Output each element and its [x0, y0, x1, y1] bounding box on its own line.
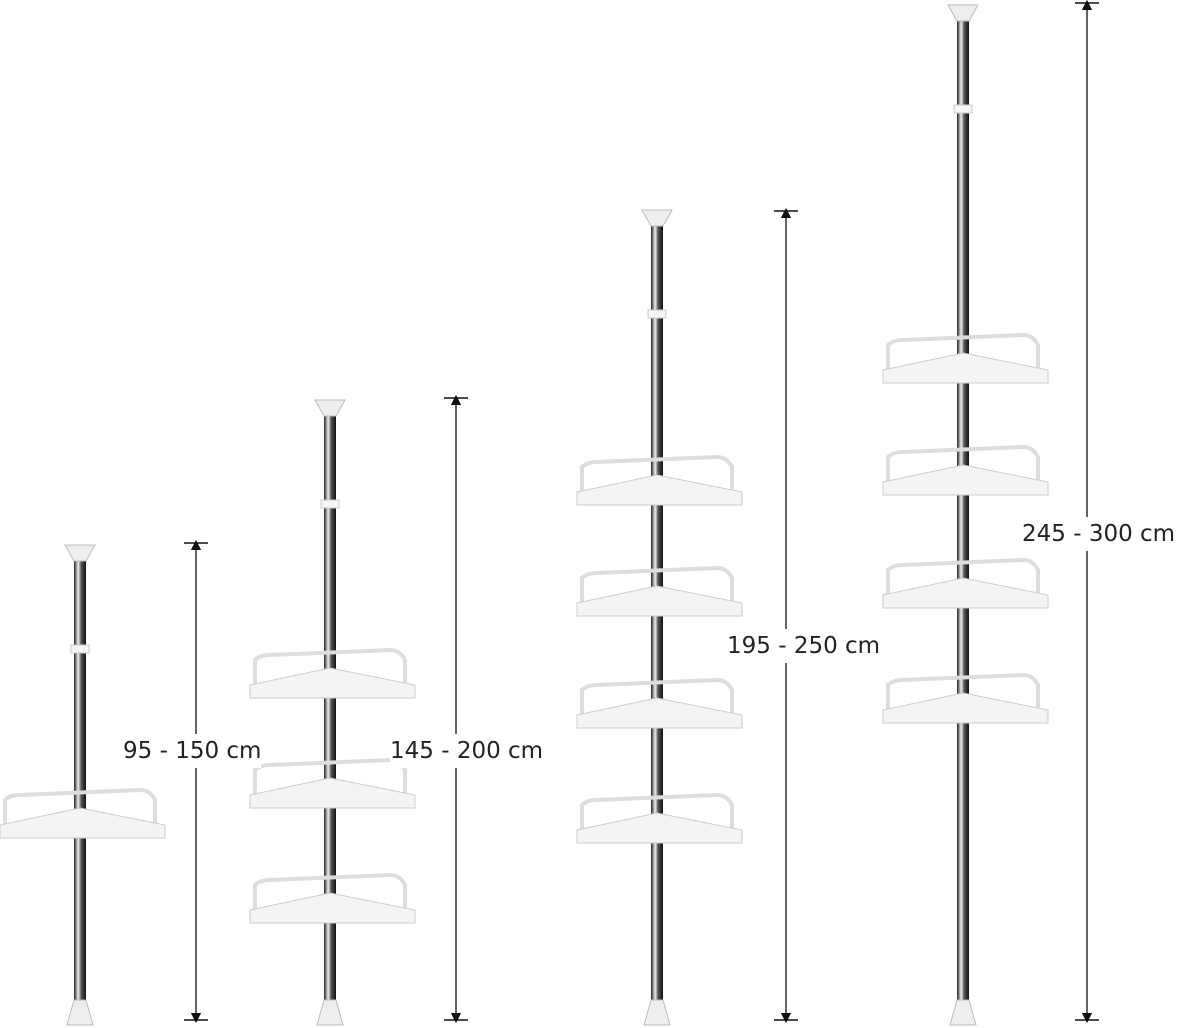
shelf-rail	[886, 332, 1040, 370]
height-label-3: 195 - 250 cm	[727, 629, 881, 663]
shelf-rail	[3, 787, 157, 825]
corner-shelf	[0, 807, 166, 839]
corner-shelf	[576, 697, 743, 729]
pole	[957, 17, 969, 1007]
height-label-4: 245 - 300 cm	[1022, 517, 1176, 551]
floor-foot	[643, 999, 671, 1026]
ceiling-cap	[64, 544, 96, 562]
corner-shelf	[249, 667, 416, 699]
shelf-rail	[580, 792, 734, 830]
shelf-rail	[580, 454, 734, 492]
pole-clamp	[647, 309, 667, 319]
height-label-1: 95 - 150 cm	[123, 734, 262, 768]
ceiling-cap	[641, 209, 673, 227]
corner-shelf	[576, 585, 743, 617]
pole-clamp	[320, 499, 340, 509]
pole-clamp	[953, 104, 973, 114]
height-label-2: 145 - 200 cm	[390, 734, 544, 768]
pole-clamp	[70, 644, 90, 654]
corner-shelf	[249, 892, 416, 924]
shelf-rail	[253, 647, 407, 685]
ceiling-cap	[947, 4, 979, 22]
corner-shelf	[882, 577, 1049, 609]
shelf-rail	[253, 872, 407, 910]
corner-shelf	[882, 692, 1049, 724]
corner-shelf	[576, 812, 743, 844]
corner-shelf	[576, 474, 743, 506]
shelf-rail	[580, 565, 734, 603]
shelf-rail	[886, 672, 1040, 710]
floor-foot	[316, 999, 344, 1026]
pole	[74, 557, 86, 1007]
corner-shelf	[249, 777, 416, 809]
shelf-rail	[886, 557, 1040, 595]
floor-foot	[949, 999, 977, 1026]
floor-foot	[66, 999, 94, 1026]
shelf-rail	[580, 677, 734, 715]
ceiling-cap	[314, 399, 346, 417]
pole	[324, 412, 336, 1007]
corner-shelf	[882, 352, 1049, 384]
corner-shelf	[882, 464, 1049, 496]
shelf-rail	[886, 444, 1040, 482]
